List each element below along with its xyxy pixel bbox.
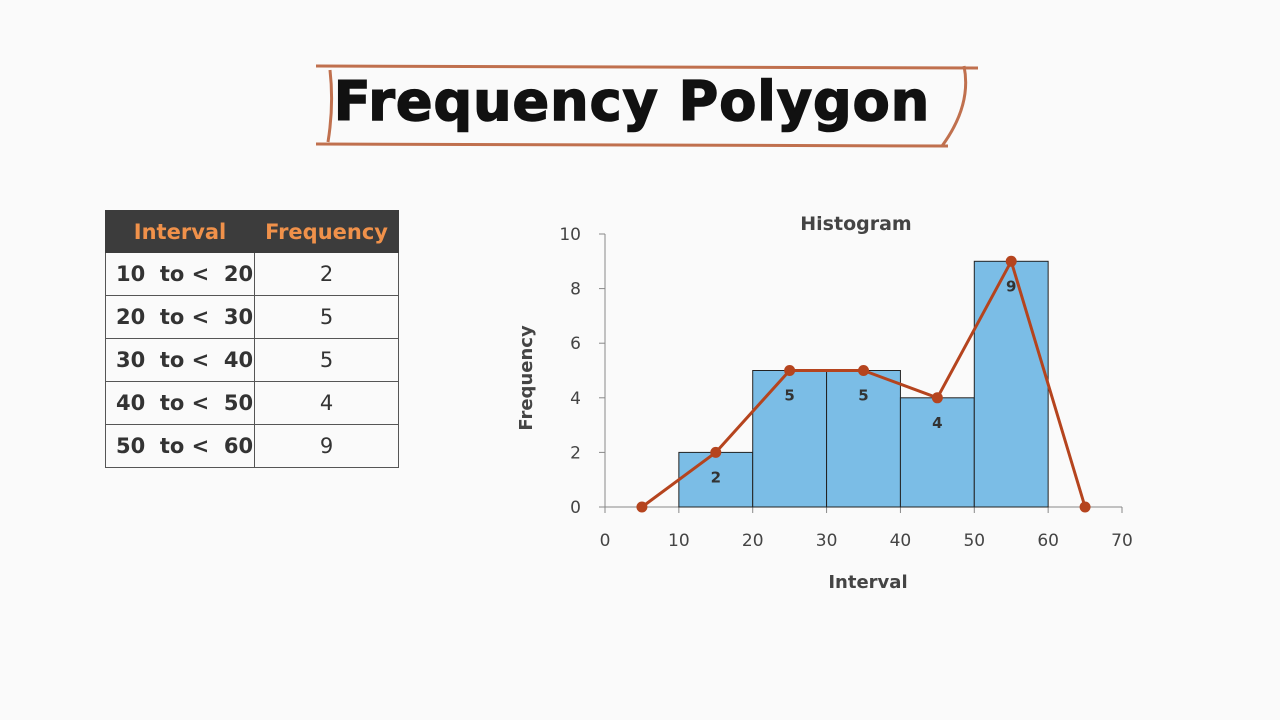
polygon-point [1079,501,1091,513]
interval-cell: 40 to < 50 [104,381,256,425]
x-tick-label: 50 [963,531,985,551]
interval-cell: 30 to < 40 [104,338,256,382]
x-axis-label: Interval [828,572,907,593]
frequency-cell: 4 [254,381,399,425]
frequency-polygon [636,255,1091,513]
polygon-point [931,392,943,404]
histogram-bar [899,397,975,508]
histogram-bar [973,260,1049,508]
bars: 2 5 5 4 9 [678,260,1049,508]
bar-data-label: 5 [858,387,868,405]
table-row: 40 to < 50 4 [104,381,399,425]
y-axis-label: Frequency [516,325,537,431]
frequency-cell: 9 [254,424,399,468]
x-tick-label: 70 [1111,531,1133,551]
x-tick-label: 10 [668,531,690,551]
y-tick-label: 6 [570,334,581,354]
title-frame [315,64,979,148]
x-tick-label: 0 [600,531,611,551]
bar-data-label: 2 [711,468,721,486]
table-row: 10 to < 20 2 [104,252,399,296]
x-tick-label: 60 [1037,531,1059,551]
polygon-point [1005,255,1017,267]
frequency-cell: 5 [254,338,399,382]
interval-cell: 20 to < 30 [104,295,256,339]
bar-data-label: 5 [784,387,794,405]
table-header-row: Interval Frequency [104,210,399,253]
polygon-point [710,446,722,458]
y-tick-label: 0 [570,498,581,518]
page-title: Frequency Polygon [333,69,931,134]
polygon-point [858,365,869,376]
interval-cell: 50 to < 60 [104,424,256,468]
y-tick-label: 4 [570,389,581,409]
y-tick-label: 10 [559,225,581,245]
histogram-chart: Histogram Frequency Interval 0 2 4 6 8 10 0 10 2… [516,213,1133,593]
x-tick-label: 40 [890,531,912,551]
title-banner: Frequency Polygon [312,60,982,152]
table-row: 20 to < 30 5 [104,295,399,339]
x-tick-label: 20 [742,531,764,551]
bar-data-label: 9 [1006,277,1016,295]
chart-title: Histogram [800,213,911,235]
interval-cell: 10 to < 20 [104,252,256,296]
histogram-bar [826,370,901,508]
polygon-point [636,501,648,513]
y-tick-label: 8 [570,280,581,300]
histogram-bar [752,370,828,508]
polygon-point [784,365,796,376]
frequency-table: Interval Frequency 10 to < 20 2 20 to < … [104,210,399,468]
frequency-cell: 5 [254,295,399,339]
column-header-frequency: Frequency [254,210,399,253]
y-tick-label: 2 [570,443,581,463]
frequency-cell: 2 [254,252,399,296]
table-row: 50 to < 60 9 [104,424,399,468]
x-tick-label: 30 [816,531,838,551]
table-row: 30 to < 40 5 [104,338,399,382]
bar-data-label: 4 [932,414,942,432]
column-header-interval: Interval [104,210,256,253]
